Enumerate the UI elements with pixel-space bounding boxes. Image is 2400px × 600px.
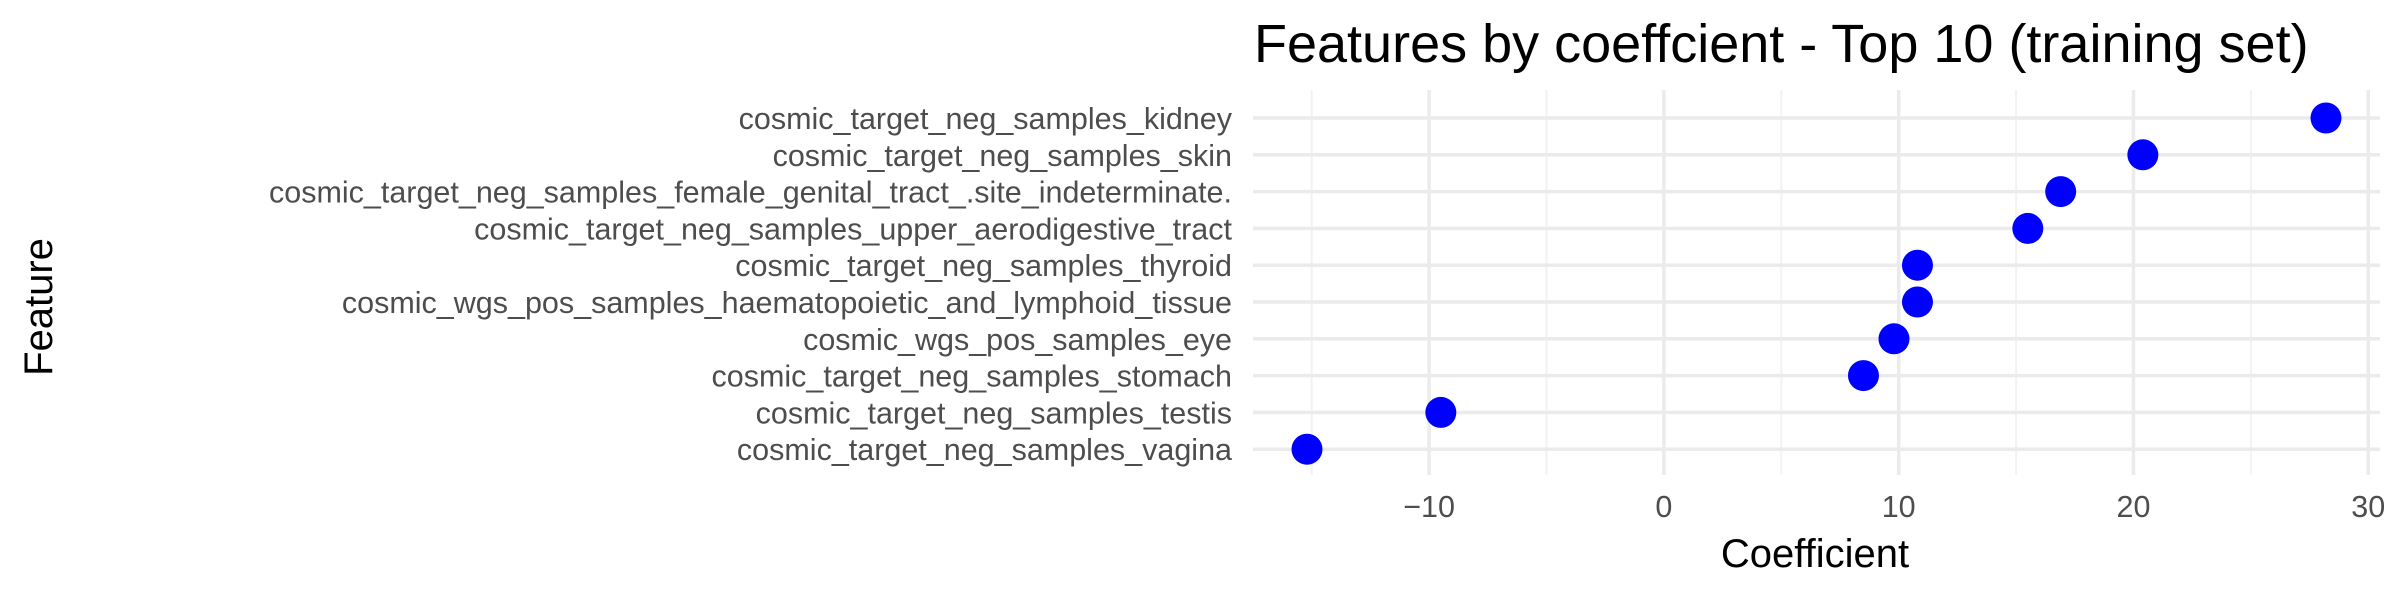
y-tick-label: cosmic_wgs_pos_samples_haematopoietic_an…	[342, 286, 1232, 320]
data-points	[1291, 102, 2342, 465]
y-tick-label: cosmic_target_neg_samples_testis	[756, 396, 1232, 430]
data-point	[1901, 249, 1933, 281]
x-tick-label: 10	[1882, 490, 1916, 524]
x-axis-title: Coefficient	[1721, 532, 1909, 576]
data-point	[1847, 360, 1879, 392]
x-axis-tick-labels: −10 0 10 20 30	[1403, 490, 2385, 524]
y-tick-label: cosmic_target_neg_samples_thyroid	[735, 249, 1232, 283]
data-point	[1901, 286, 1933, 318]
data-point	[1425, 396, 1457, 428]
y-tick-label: cosmic_target_neg_samples_upper_aerodige…	[474, 212, 1232, 246]
y-tick-label: cosmic_target_neg_samples_kidney	[739, 102, 1233, 136]
y-axis-tick-labels: cosmic_target_neg_samples_kidneycosmic_t…	[269, 102, 1233, 467]
data-point	[2127, 139, 2159, 171]
x-tick-label: 0	[1655, 490, 1672, 524]
y-tick-label: cosmic_target_neg_samples_vagina	[737, 433, 1232, 467]
y-tick-label: cosmic_target_neg_samples_female_genital…	[269, 176, 1232, 210]
chart-title: Features by coeffcient - Top 10 (trainin…	[1254, 14, 2309, 74]
x-tick-label: −10	[1403, 490, 1455, 524]
x-tick-label: 20	[2117, 490, 2151, 524]
y-tick-label: cosmic_target_neg_samples_skin	[773, 139, 1232, 173]
data-point	[2310, 102, 2342, 134]
data-point	[1878, 323, 1910, 355]
data-point	[2012, 212, 2044, 244]
data-point	[2045, 176, 2077, 208]
y-tick-label: cosmic_target_neg_samples_stomach	[712, 360, 1232, 394]
y-tick-label: cosmic_wgs_pos_samples_eye	[803, 323, 1232, 357]
x-tick-label: 30	[2351, 490, 2385, 524]
y-axis-title: Feature	[17, 238, 61, 376]
data-point	[1291, 433, 1323, 465]
